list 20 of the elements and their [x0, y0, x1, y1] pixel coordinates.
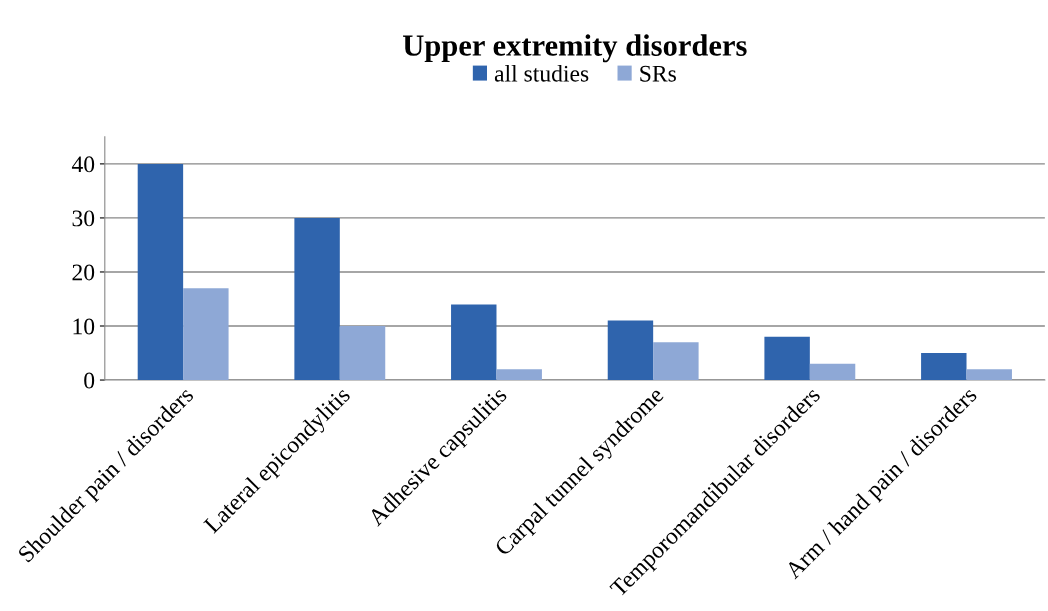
bar: [809, 363, 856, 381]
legend-label: all studies: [494, 65, 589, 82]
bar: [451, 304, 497, 381]
y-tick-label: 30: [72, 210, 95, 227]
bar: [921, 353, 967, 381]
bar: [607, 320, 654, 381]
bar: [653, 342, 699, 381]
y-tick-label: 20: [72, 264, 95, 281]
bar: [339, 326, 386, 381]
bar: [496, 369, 542, 381]
bar: [966, 369, 1012, 381]
y-tick-label: 0: [84, 372, 95, 389]
chart-title: Upper extremity disorders: [403, 34, 747, 63]
bar: [764, 336, 810, 381]
bar: [137, 163, 184, 381]
bar: [183, 288, 229, 381]
legend-label: SRs: [640, 65, 676, 82]
y-tick-label: 40: [71, 156, 95, 173]
bar: [294, 217, 340, 381]
y-tick-label: 10: [73, 318, 95, 335]
